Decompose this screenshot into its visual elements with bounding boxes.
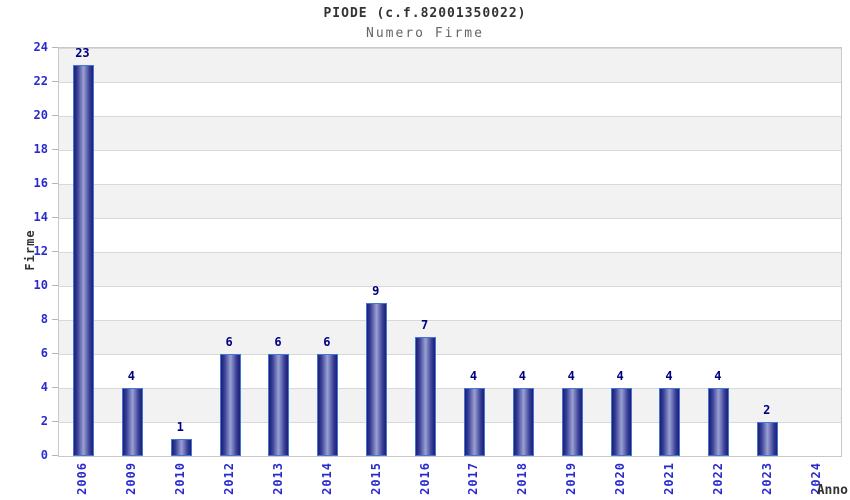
y-tick-mark bbox=[52, 285, 58, 286]
y-tick-label: 0 bbox=[40, 448, 48, 462]
x-tick-label-2006: 2006 bbox=[75, 462, 90, 495]
x-tick-label-2022: 2022 bbox=[710, 462, 725, 495]
bar-value-label-2023: 2 bbox=[763, 403, 771, 417]
y-tick-label: 6 bbox=[40, 346, 48, 360]
y-tick-mark bbox=[52, 353, 58, 354]
y-tick-label: 14 bbox=[33, 210, 48, 224]
bar-value-label-2016: 7 bbox=[420, 318, 429, 332]
bar-2006 bbox=[72, 65, 94, 456]
y-tick-mark bbox=[52, 319, 58, 320]
bar-value-label-2006: 23 bbox=[75, 46, 90, 60]
bar-value-label-2021: 4 bbox=[665, 369, 673, 383]
bar-value-label-2010: 1 bbox=[176, 420, 184, 434]
y-tick-label: 8 bbox=[40, 312, 48, 326]
y-tick-label: 20 bbox=[33, 108, 48, 122]
bar-value-label-2017: 4 bbox=[469, 369, 478, 383]
y-tick-label: 18 bbox=[33, 142, 48, 156]
y-tick-mark bbox=[52, 115, 58, 116]
bar-2021 bbox=[659, 388, 681, 456]
y-tick-mark bbox=[52, 421, 58, 422]
y-tick-mark bbox=[52, 455, 58, 456]
plot-area bbox=[58, 47, 842, 457]
x-tick-label-2009: 2009 bbox=[124, 462, 139, 495]
y-tick-label: 10 bbox=[33, 278, 48, 292]
bar-value-label-2012: 6 bbox=[225, 335, 233, 349]
bar-2016 bbox=[415, 337, 437, 456]
bar-2009 bbox=[121, 388, 143, 456]
x-tick-label-2016: 2016 bbox=[417, 462, 432, 495]
y-tick-label: 22 bbox=[33, 74, 48, 88]
bar-value-label-2015: 9 bbox=[372, 284, 380, 298]
x-axis-title: Anno bbox=[816, 483, 848, 498]
bar-value-label-2019: 4 bbox=[567, 369, 575, 383]
y-tick-mark bbox=[52, 387, 58, 388]
chart-title: PIODE (c.f.82001350022) bbox=[323, 6, 527, 21]
x-tick-label-2021: 2021 bbox=[661, 462, 676, 495]
bar-2022 bbox=[708, 388, 730, 456]
bar-2012 bbox=[219, 354, 241, 456]
bar-value-label-2009: 4 bbox=[127, 369, 135, 383]
y-tick-label: 2 bbox=[40, 414, 48, 428]
bar-2020 bbox=[610, 388, 632, 456]
bar-value-label-2020: 4 bbox=[616, 369, 624, 383]
x-tick-label-2017: 2017 bbox=[466, 462, 481, 495]
bar-value-label-2022: 4 bbox=[714, 369, 722, 383]
bar-2013 bbox=[268, 354, 290, 456]
y-tick-label: 16 bbox=[33, 176, 48, 190]
x-tick-label-2015: 2015 bbox=[368, 462, 383, 495]
bar-2015 bbox=[366, 303, 388, 456]
y-tick-label: 12 bbox=[33, 244, 48, 258]
bar-value-label-2014: 6 bbox=[323, 335, 331, 349]
x-tick-label-2013: 2013 bbox=[270, 462, 285, 495]
y-tick-label: 24 bbox=[33, 40, 48, 54]
bar-2018 bbox=[512, 388, 534, 456]
bar-2014 bbox=[317, 354, 339, 456]
x-tick-label-2014: 2014 bbox=[319, 462, 334, 495]
x-tick-label-2010: 2010 bbox=[173, 462, 188, 495]
bar-2019 bbox=[561, 388, 583, 456]
bar-value-label-2018: 4 bbox=[518, 369, 526, 383]
bar-2023 bbox=[757, 422, 779, 456]
y-tick-mark bbox=[52, 183, 58, 184]
y-tick-mark bbox=[52, 47, 58, 48]
x-tick-label-2019: 2019 bbox=[564, 462, 579, 495]
x-tick-label-2012: 2012 bbox=[222, 462, 237, 495]
bar-2010 bbox=[170, 439, 192, 456]
y-tick-mark bbox=[52, 81, 58, 82]
y-tick-label: 4 bbox=[40, 380, 48, 394]
bar-2017 bbox=[463, 388, 485, 456]
bar-value-label-2013: 6 bbox=[274, 335, 282, 349]
y-tick-mark bbox=[52, 217, 58, 218]
chart-subtitle: Numero Firme bbox=[366, 26, 484, 41]
x-tick-label-2020: 2020 bbox=[613, 462, 628, 495]
y-tick-mark bbox=[52, 251, 58, 252]
x-tick-label-2018: 2018 bbox=[515, 462, 530, 495]
y-tick-mark bbox=[52, 149, 58, 150]
